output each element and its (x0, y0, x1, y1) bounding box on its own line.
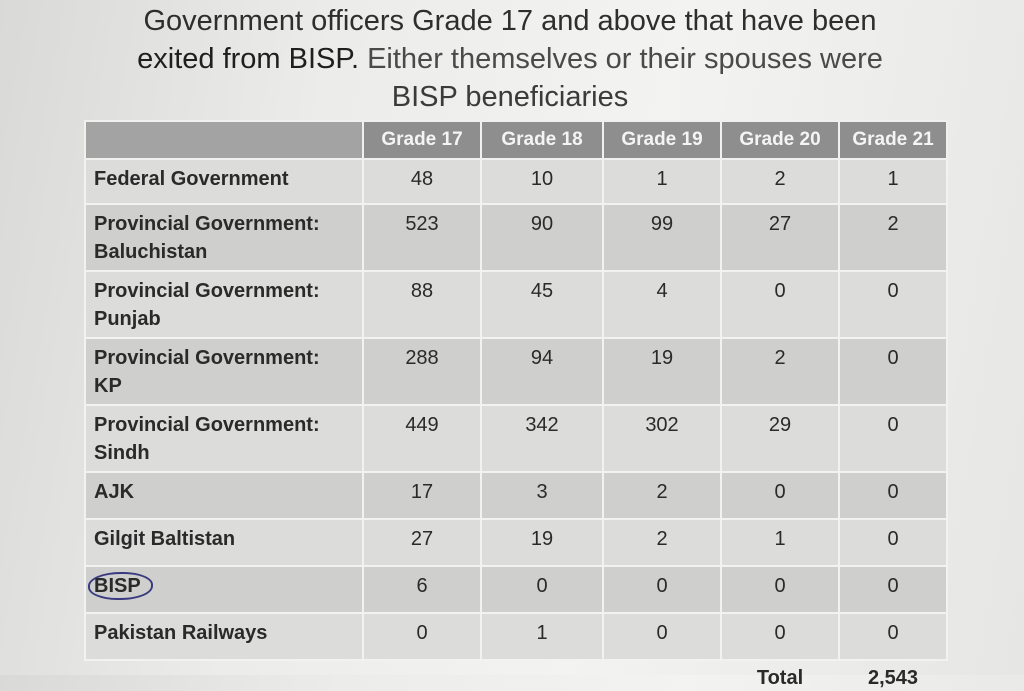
table-cell: 17 (362, 471, 482, 520)
table-row: AJK 17 3 2 0 0 (84, 471, 948, 520)
table-cell: 0 (720, 270, 840, 339)
table-cell: 0 (838, 612, 948, 661)
row-label: Provincial Government: KP (84, 337, 364, 406)
table-cell: 0 (838, 518, 948, 567)
table-cell: 4 (602, 270, 722, 339)
table-cell: 27 (362, 518, 482, 567)
table-cell: 99 (602, 203, 722, 272)
table-cell: 0 (602, 612, 722, 661)
table-cell: 0 (362, 612, 482, 661)
table-cell: 2 (720, 158, 840, 205)
header-grade-21: Grade 21 (838, 120, 948, 160)
header-row: Grade 17 Grade 18 Grade 19 Grade 20 Grad… (84, 120, 948, 160)
row-label: Gilgit Baltistan (84, 518, 364, 567)
table-cell: 302 (602, 404, 722, 473)
row-label-line-1: Provincial Government: (94, 347, 320, 369)
table-cell: 1 (720, 518, 840, 567)
table-cell: 0 (480, 565, 604, 614)
table-cell: 2 (602, 471, 722, 520)
row-label: AJK (84, 471, 364, 520)
table-cell: 6 (362, 565, 482, 614)
table-row: Provincial Government: KP 288 94 19 2 0 (84, 337, 948, 406)
table-cell: 94 (480, 337, 604, 406)
table-cell: 0 (838, 270, 948, 339)
header-corner (84, 120, 364, 160)
header-grade-18: Grade 18 (480, 120, 604, 160)
table-cell: 88 (362, 270, 482, 339)
total-value: 2,543 (867, 667, 919, 689)
table-cell: 90 (480, 203, 604, 272)
table-cell: 19 (480, 518, 604, 567)
row-label-line-2: Punjab (94, 308, 161, 330)
table-cell: 1 (480, 612, 604, 661)
row-label-line-2: Sindh (94, 442, 150, 464)
row-label-line-2: KP (94, 375, 122, 397)
table-cell: 288 (362, 337, 482, 406)
title-line-2-bold: exited from BISP. (137, 43, 360, 75)
table-cell: 19 (602, 337, 722, 406)
table-cell: 3 (480, 471, 604, 520)
table-cell: 523 (362, 203, 482, 272)
table-row: BISP 6 0 0 0 0 (84, 565, 948, 614)
row-label-line-2: Baluchistan (94, 241, 208, 263)
title-line-2: exited from BISP. Either themselves or t… (60, 40, 960, 78)
table-cell: 0 (720, 471, 840, 520)
header-grade-19: Grade 19 (602, 120, 722, 160)
bisp-circled-label: BISP (88, 572, 153, 600)
header-grade-20: Grade 20 (720, 120, 840, 160)
total-row: Total 2,543 (85, 660, 947, 691)
table-cell: 0 (602, 565, 722, 614)
table-cell: 10 (480, 158, 604, 205)
officers-table: Grade 17 Grade 18 Grade 19 Grade 20 Grad… (84, 120, 948, 691)
title-line-3: BISP beneficiaries (391, 81, 629, 113)
table-cell: 342 (480, 404, 604, 473)
table-row: Provincial Government: Punjab 88 45 4 0 0 (84, 270, 948, 339)
table-cell: 0 (838, 337, 948, 406)
table-row: Gilgit Baltistan 27 19 2 1 0 (84, 518, 948, 567)
row-label-line-1: Provincial Government: (94, 414, 320, 436)
table-cell: 1 (602, 158, 722, 205)
row-label: Pakistan Railways (84, 612, 364, 661)
table-cell: 29 (720, 404, 840, 473)
table-row: Federal Government 48 10 1 2 1 (84, 158, 948, 205)
table-cell: 48 (362, 158, 482, 205)
table-cell: 0 (720, 612, 840, 661)
table-row: Pakistan Railways 0 1 0 0 0 (84, 612, 948, 661)
header-grade-17: Grade 17 (362, 120, 482, 160)
row-label: Provincial Government: Sindh (84, 404, 364, 473)
title-line-1: Government officers Grade 17 and above t… (143, 5, 877, 37)
table-cell: 0 (838, 565, 948, 614)
row-label: BISP (84, 565, 364, 614)
table-cell: 45 (480, 270, 604, 339)
table-row: Provincial Government: Sindh 449 342 302 … (84, 404, 948, 473)
table-cell: 0 (720, 565, 840, 614)
row-label: Provincial Government: Baluchistan (84, 203, 364, 272)
total-label: Total (756, 667, 804, 689)
table-cell: 27 (720, 203, 840, 272)
title-line-2-rest: Either themselves or their spouses were (359, 43, 883, 75)
table-cell: 2 (838, 203, 948, 272)
document-title: Government officers Grade 17 and above t… (60, 2, 960, 116)
table-cell: 0 (838, 404, 948, 473)
row-label-line-1: Provincial Government: (94, 280, 320, 302)
row-label: Provincial Government: Punjab (84, 270, 364, 339)
row-label: Federal Government (84, 158, 364, 205)
table-cell: 2 (720, 337, 840, 406)
row-label-line-1: Provincial Government: (94, 213, 320, 235)
table-cell: 0 (838, 471, 948, 520)
table-row: Provincial Government: Baluchistan 523 90… (84, 203, 948, 272)
table-cell: 449 (362, 404, 482, 473)
table-cell: 2 (602, 518, 722, 567)
table-cell: 1 (838, 158, 948, 205)
